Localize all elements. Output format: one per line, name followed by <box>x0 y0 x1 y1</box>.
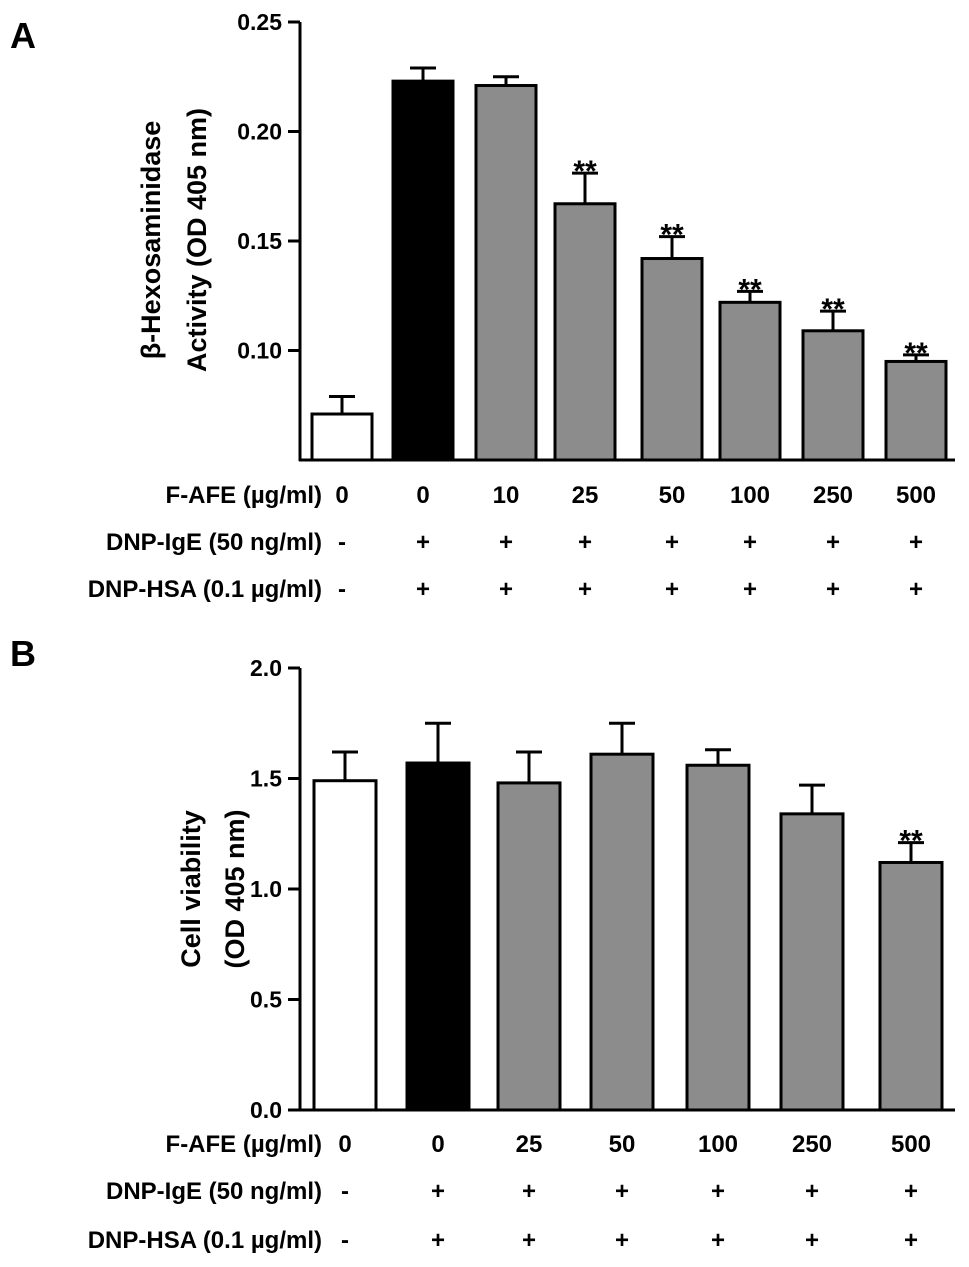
condition-value: + <box>578 576 592 603</box>
bar <box>685 763 751 1112</box>
condition-row-label: F-AFE (µg/ml) <box>166 482 322 509</box>
bar <box>496 781 562 1112</box>
condition-value: 25 <box>516 1131 543 1158</box>
y-tick-label: 2.0 <box>250 655 282 681</box>
condition-value: + <box>826 529 840 556</box>
condition-row-label: DNP-IgE (50 ng/ml) <box>106 1178 322 1205</box>
condition-value: + <box>615 1227 629 1254</box>
condition-value: + <box>665 529 679 556</box>
significance-marker: ** <box>738 273 762 306</box>
condition-value: 10 <box>493 482 520 509</box>
condition-row-label: DNP-HSA (0.1 µg/ml) <box>88 1227 322 1254</box>
significance-marker: ** <box>904 337 928 370</box>
condition-value: 100 <box>730 482 770 509</box>
condition-value: + <box>431 1227 445 1254</box>
condition-value: - <box>341 1178 349 1205</box>
condition-value: 0 <box>416 482 429 509</box>
bar <box>640 257 704 462</box>
condition-value: 0 <box>338 1131 351 1158</box>
condition-value: - <box>338 576 346 603</box>
condition-value: + <box>711 1227 725 1254</box>
bar <box>553 202 617 462</box>
condition-value: + <box>522 1178 536 1205</box>
y-tick-label: 0.0 <box>250 1097 282 1123</box>
condition-value: + <box>416 529 430 556</box>
significance-marker: ** <box>821 293 845 326</box>
condition-value: 0 <box>335 482 348 509</box>
y-tick-label: 0.25 <box>237 9 282 35</box>
condition-value: 50 <box>659 482 686 509</box>
significance-marker: ** <box>573 155 597 188</box>
y-tick-label: 0.10 <box>237 338 282 364</box>
condition-value: + <box>665 576 679 603</box>
y-axis-title: β-Hexosaminidase <box>136 121 166 360</box>
condition-value: 25 <box>572 482 599 509</box>
bar <box>878 860 944 1112</box>
condition-value: + <box>743 529 757 556</box>
panel-letter: B <box>10 633 36 674</box>
condition-row-label: DNP-IgE (50 ng/ml) <box>106 529 322 556</box>
condition-value: + <box>431 1178 445 1205</box>
condition-value: + <box>743 576 757 603</box>
condition-value: + <box>615 1178 629 1205</box>
condition-value: 250 <box>792 1131 832 1158</box>
bar <box>589 752 655 1112</box>
panel-b: B 0.0 0.5 1.0 1.5 2.0 Cell viability (OD 405 nm… <box>10 633 955 1254</box>
condition-row-label: DNP-HSA (0.1 µg/ml) <box>88 576 322 603</box>
condition-value: 50 <box>609 1131 636 1158</box>
condition-value: + <box>904 1227 918 1254</box>
bar <box>779 812 845 1112</box>
condition-value: + <box>826 576 840 603</box>
condition-value: 100 <box>698 1131 738 1158</box>
y-axis-title: Cell viability <box>176 810 206 968</box>
condition-value: 0 <box>431 1131 444 1158</box>
condition-value: + <box>909 529 923 556</box>
bar <box>405 761 471 1112</box>
y-tick-label: 1.0 <box>250 876 282 902</box>
bar <box>310 412 374 462</box>
y-tick-label: 0.15 <box>237 228 282 254</box>
bar <box>884 359 948 462</box>
condition-value: + <box>904 1178 918 1205</box>
bar <box>801 329 865 462</box>
condition-row-label: F-AFE (µg/ml) <box>166 1131 322 1158</box>
condition-value: + <box>416 576 430 603</box>
bar <box>474 84 538 462</box>
condition-value: + <box>578 529 592 556</box>
y-axis-title: (OD 405 nm) <box>220 809 250 968</box>
condition-value: 250 <box>813 482 853 509</box>
condition-value: 500 <box>896 482 936 509</box>
panel-letter: A <box>10 15 36 56</box>
bar <box>312 779 378 1112</box>
condition-value: - <box>341 1227 349 1254</box>
significance-marker: ** <box>660 219 684 252</box>
y-tick-label: 0.5 <box>250 987 282 1013</box>
condition-value: + <box>909 576 923 603</box>
condition-value: + <box>805 1227 819 1254</box>
condition-value: + <box>805 1178 819 1205</box>
y-axis-title: Activity (OD 405 nm) <box>182 108 212 372</box>
condition-value: - <box>338 529 346 556</box>
condition-value: + <box>499 529 513 556</box>
panel-a: A 0.10 0.15 0.20 0.25 β-Hexosaminidase Activit… <box>10 9 955 603</box>
condition-value: 500 <box>891 1131 931 1158</box>
significance-marker: ** <box>899 825 923 858</box>
condition-value: + <box>499 576 513 603</box>
bar <box>718 300 782 462</box>
condition-value: + <box>522 1227 536 1254</box>
condition-value: + <box>711 1178 725 1205</box>
bar <box>391 79 455 462</box>
y-tick-label: 0.20 <box>237 119 282 145</box>
y-tick-label: 1.5 <box>250 766 282 792</box>
